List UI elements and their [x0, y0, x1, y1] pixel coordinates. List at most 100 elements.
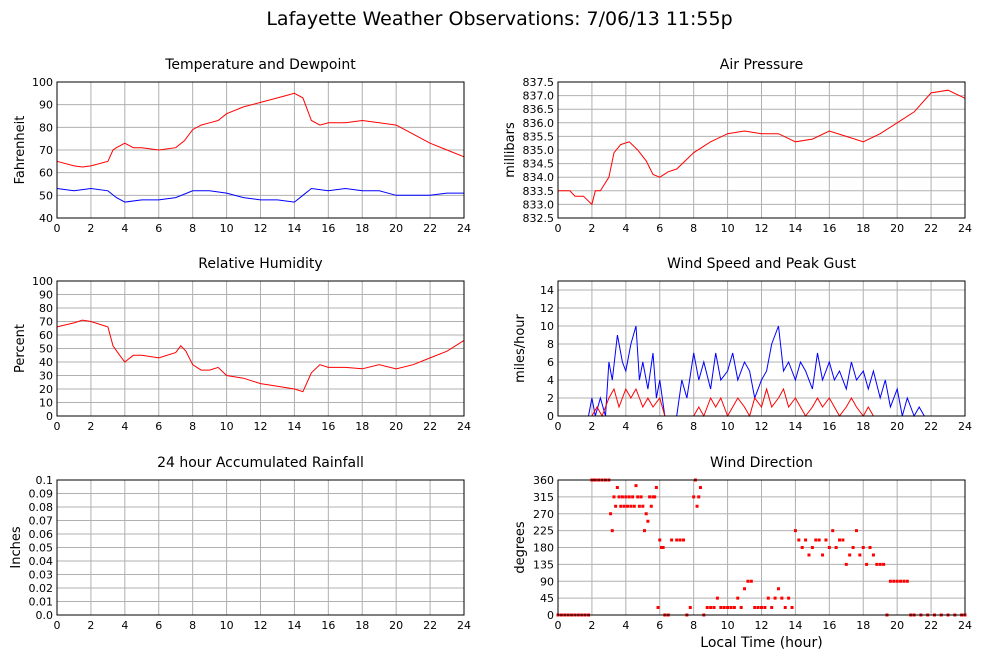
data-point	[854, 529, 858, 533]
y-tick-label: 135	[533, 558, 554, 571]
y-tick-label: 0.01	[29, 596, 54, 609]
data-point	[902, 579, 906, 583]
page-title: Lafayette Weather Observations: 7/06/13 …	[266, 8, 733, 30]
x-tick-label: 6	[656, 420, 663, 433]
y-tick-label: 8	[547, 338, 554, 351]
data-point	[719, 606, 723, 609]
data-point	[888, 579, 892, 583]
x-tick-label: 8	[189, 420, 196, 433]
y-tick-label: 837.5	[523, 76, 555, 89]
data-point	[760, 606, 763, 609]
y-tick-label: 45	[540, 592, 554, 605]
y-tick-label: 70	[39, 144, 53, 157]
x-tick-label: 8	[690, 619, 697, 632]
data-point	[615, 486, 619, 489]
y-tick-label: 833.5	[523, 185, 555, 198]
data-point	[651, 495, 655, 499]
data-point	[722, 606, 726, 609]
data-point	[810, 546, 814, 549]
y-tick-label: 833.0	[523, 198, 555, 211]
data-point	[743, 587, 747, 591]
data-point	[831, 529, 835, 533]
chart-title: Wind Speed and Peak Gust	[667, 256, 856, 272]
data-point	[783, 606, 787, 609]
x-tick-label: 2	[588, 619, 595, 632]
y-tick-label: 6	[547, 356, 554, 369]
x-tick-label: 8	[189, 222, 196, 235]
data-point	[770, 606, 774, 609]
y-axis-label: millibars	[503, 122, 518, 178]
y-tick-label: 0.09	[29, 488, 54, 501]
y-tick-label: 834.0	[523, 171, 555, 184]
y-tick-label: 0	[547, 410, 554, 423]
data-point	[729, 606, 733, 609]
data-point	[736, 596, 740, 600]
x-tick-label: 16	[321, 619, 335, 632]
data-point	[658, 538, 662, 542]
y-tick-label: 0.1	[36, 474, 54, 487]
y-tick-label: 0	[547, 609, 554, 622]
x-tick-label: 6	[155, 420, 162, 433]
x-tick-label: 10	[220, 420, 234, 433]
data-point	[629, 504, 633, 508]
x-tick-label: 6	[656, 222, 663, 235]
y-tick-label: 60	[39, 167, 53, 180]
y-tick-label: 0.02	[29, 582, 54, 595]
data-point	[619, 504, 623, 508]
y-tick-label: 100	[32, 275, 53, 288]
data-point	[848, 553, 852, 557]
x-tick-label: 10	[721, 619, 735, 632]
y-tick-label: 0.08	[29, 501, 54, 514]
chart-pressure: 0 2 4 6 8 10 12 14 16 18 20 22 24832.5833.0833.5834.…	[503, 57, 972, 235]
plot-frame	[557, 81, 966, 219]
x-tick-label: 8	[690, 222, 697, 235]
x-tick-label: 24	[457, 420, 471, 433]
data-point	[776, 587, 780, 591]
x-tick-label: 4	[622, 420, 629, 433]
data-point	[787, 596, 791, 600]
x-tick-label: 12	[755, 619, 769, 632]
plot-frame	[557, 479, 966, 616]
y-tick-label: 180	[533, 542, 554, 555]
y-tick-label: 834.5	[523, 158, 555, 171]
data-point	[756, 606, 760, 609]
data-point	[844, 562, 848, 566]
x-tick-label: 20	[389, 619, 403, 632]
x-tick-label: 18	[856, 619, 870, 632]
x-tick-label: 16	[822, 619, 836, 632]
y-tick-label: 0	[46, 410, 53, 423]
data-point	[656, 606, 660, 609]
data-point	[899, 579, 903, 583]
series-line-1	[56, 187, 464, 203]
x-tick-label: 12	[254, 420, 268, 433]
y-tick-label: 40	[39, 356, 53, 369]
series-line-0	[56, 319, 465, 393]
x-tick-label: 14	[287, 619, 301, 632]
x-tick-label: 24	[457, 619, 471, 632]
x-tick-label: 24	[958, 420, 972, 433]
x-tick-label: 0	[54, 222, 61, 235]
data-point	[622, 504, 626, 508]
data-point	[632, 504, 636, 508]
data-point	[851, 546, 855, 549]
y-tick-label: 835.5	[523, 130, 555, 143]
data-point	[697, 495, 701, 499]
x-tick-label: 10	[220, 222, 234, 235]
x-tick-label: 14	[788, 222, 802, 235]
y-axis-label: miles/hour	[513, 313, 528, 382]
data-point	[763, 606, 767, 609]
data-point	[895, 579, 899, 583]
series-line-0	[56, 92, 465, 168]
y-tick-label: 0.07	[29, 515, 54, 528]
data-point	[804, 538, 808, 542]
data-point	[709, 606, 713, 609]
data-point	[646, 519, 650, 523]
x-tick-label: 4	[121, 420, 128, 433]
data-point	[800, 546, 804, 549]
x-axis-label: Local Time (hour)	[700, 635, 823, 651]
x-tick-label: 0	[54, 420, 61, 433]
data-point	[753, 606, 757, 609]
data-point	[661, 546, 665, 549]
data-point	[614, 504, 618, 508]
